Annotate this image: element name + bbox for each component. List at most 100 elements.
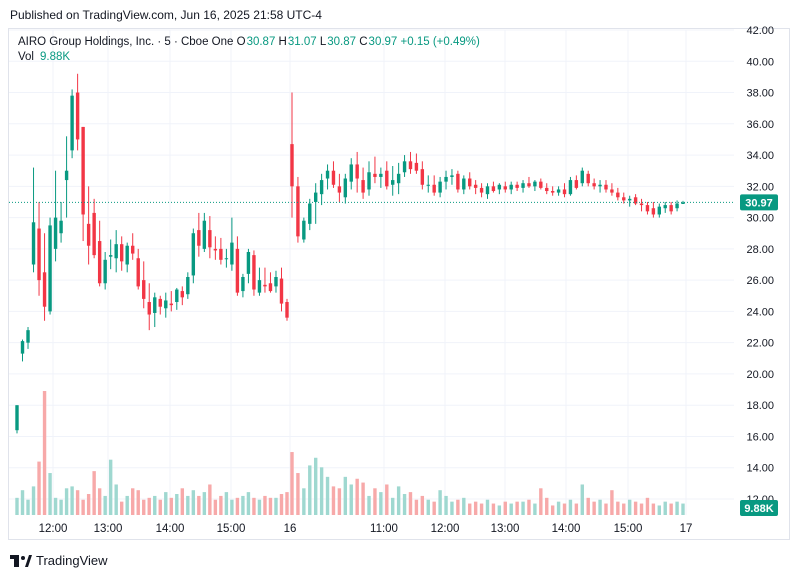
volume-bar	[663, 501, 667, 515]
volume-bar	[444, 495, 448, 515]
volume-bar	[485, 499, 490, 515]
candle-body	[81, 126, 85, 215]
volume-bar	[402, 494, 407, 515]
candle-body	[285, 302, 289, 318]
x-tick-label: 12:00	[431, 523, 460, 535]
volume-bar	[355, 478, 359, 515]
volume-bar	[26, 499, 30, 515]
candle-body	[645, 205, 650, 212]
candle-body	[598, 184, 602, 187]
candle-body	[361, 180, 365, 193]
candle-body	[169, 303, 173, 306]
volume-bar	[308, 465, 312, 515]
candle-body	[509, 184, 513, 190]
candle-body	[355, 164, 359, 179]
x-tick-label: 15:00	[614, 523, 643, 535]
volume-bar	[450, 501, 454, 515]
volume-bar	[103, 495, 107, 515]
volume-bar	[142, 499, 146, 515]
candle-body	[252, 255, 256, 290]
volume-bar	[574, 503, 579, 515]
candle-body	[26, 330, 30, 343]
volume-label: Vol	[18, 51, 34, 63]
volume-bar	[479, 503, 484, 515]
volume-bar	[349, 484, 353, 515]
candle-body	[462, 178, 466, 190]
candle-body	[592, 183, 596, 187]
candle-body	[279, 278, 284, 304]
candle-body	[604, 184, 608, 190]
volume-bar	[241, 495, 245, 515]
candle-body	[456, 173, 460, 190]
candle-body	[186, 277, 190, 295]
volume-bar	[325, 476, 330, 515]
candle-body	[290, 144, 294, 187]
candle-body	[586, 173, 590, 184]
x-tick-label: 16	[284, 523, 297, 535]
candle-body	[574, 180, 579, 188]
close-value: 30.97	[368, 36, 398, 48]
volume-bar	[420, 495, 425, 515]
volume-bar	[15, 497, 19, 515]
tradingview-footer[interactable]: TradingView	[10, 553, 108, 568]
volume-bar	[669, 503, 673, 515]
candle-body	[125, 245, 129, 265]
volume-bar	[379, 492, 383, 515]
x-tick-label: 14:00	[552, 523, 581, 535]
candle-body	[296, 186, 300, 237]
volume-bar	[147, 497, 151, 515]
candle-body	[550, 191, 555, 193]
candle-body	[633, 197, 638, 204]
x-tick-label: 15:00	[217, 523, 246, 535]
chart-pane[interactable]	[8, 28, 790, 540]
candle-body	[414, 162, 419, 171]
candle-body	[158, 298, 162, 307]
candle-body	[92, 212, 96, 256]
y-tick-label: 30.00	[746, 213, 774, 225]
candle-body	[131, 245, 135, 254]
volume-bar	[97, 488, 102, 515]
volume-bar	[586, 497, 590, 515]
volume-bar	[622, 503, 626, 515]
volume-bar	[414, 499, 419, 515]
volume-bar	[263, 495, 267, 515]
candle-body	[230, 242, 234, 265]
volume-bar	[81, 499, 85, 515]
candle-body	[503, 186, 507, 190]
candle-body	[580, 170, 584, 184]
volume-bar	[125, 495, 129, 515]
volume-bar	[456, 499, 460, 515]
y-tick-label: 38.00	[746, 88, 774, 100]
volume-bar	[42, 391, 47, 515]
symbol-legend: AIRO Group Holdings, Inc. · 5 · Cboe One…	[18, 34, 480, 51]
volume-bar	[119, 501, 124, 515]
volume-bar	[59, 499, 63, 515]
x-tick-label: 13:00	[491, 523, 520, 535]
volume-bar	[246, 492, 251, 515]
volume-bar	[31, 486, 36, 515]
candle-body	[556, 189, 561, 193]
candle-body	[497, 184, 502, 190]
volume-bar	[396, 486, 401, 515]
candle-body	[147, 302, 151, 315]
volume-bar	[639, 503, 644, 515]
candle-body	[42, 272, 47, 307]
volume-bar	[180, 488, 185, 515]
candle-body	[539, 181, 543, 188]
volume-legend: Vol 9.88K	[18, 51, 70, 63]
candle-body	[473, 184, 478, 188]
candle-body	[616, 192, 620, 198]
candle-body	[432, 184, 436, 193]
volume-bar	[235, 497, 240, 515]
candle-body	[325, 170, 330, 179]
volume-bar	[257, 499, 262, 515]
volume-bar	[598, 499, 602, 515]
x-tick-label: 12:00	[39, 523, 68, 535]
candle-body	[450, 175, 454, 177]
volume-bar	[53, 497, 58, 515]
last-volume-badge	[740, 500, 778, 516]
candle-body	[367, 172, 371, 190]
candle-body	[202, 220, 207, 249]
candle-body	[651, 208, 656, 215]
